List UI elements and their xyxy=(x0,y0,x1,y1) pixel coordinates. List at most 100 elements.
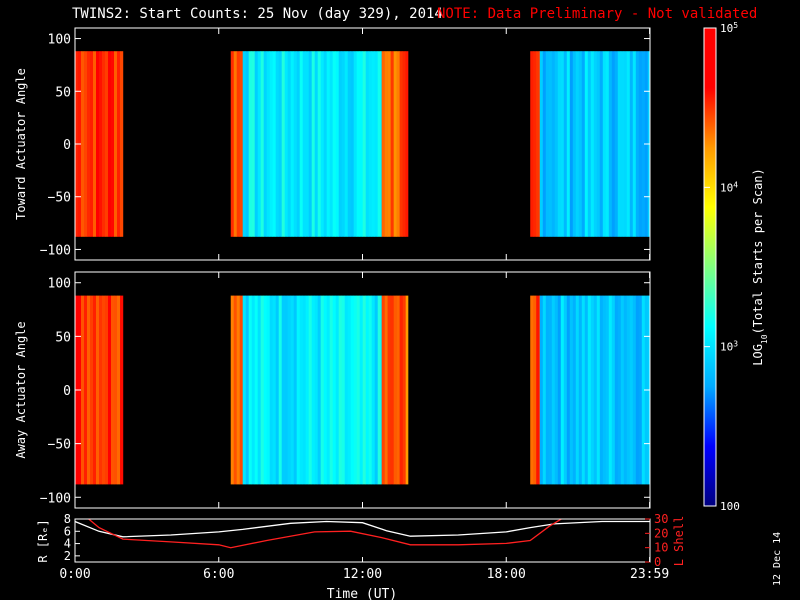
heatmap-column xyxy=(90,51,94,237)
heatmap-column xyxy=(533,295,537,485)
heatmap-column xyxy=(623,51,628,237)
heatmap-column xyxy=(299,295,304,485)
heatmap-column xyxy=(539,51,541,237)
heatmap-column xyxy=(341,295,346,485)
heatmap-column xyxy=(108,51,112,237)
heatmap-column xyxy=(623,295,628,485)
heatmap-column xyxy=(371,51,376,237)
heatmap-column xyxy=(248,51,253,237)
heatmap-column xyxy=(347,51,352,237)
heatmap-column xyxy=(254,295,259,485)
heatmap-column xyxy=(236,51,241,237)
heatmap-column xyxy=(335,295,340,485)
heatmap-column xyxy=(396,51,400,237)
heatmap-column xyxy=(272,295,277,485)
heatmap-column xyxy=(393,51,397,237)
heatmap-column xyxy=(626,51,631,237)
heatmap-column xyxy=(374,51,379,237)
heatmap-column xyxy=(405,51,409,237)
heatmap-column xyxy=(93,295,97,485)
heatmap-column xyxy=(587,51,592,237)
heatmap-column xyxy=(380,295,382,485)
x-tick-label: 23:59 xyxy=(630,567,669,582)
heatmap-column xyxy=(596,295,601,485)
heatmap-column xyxy=(338,51,343,237)
heatmap-column xyxy=(290,295,295,485)
orbit-y-tick-label: 8 xyxy=(64,512,71,526)
heatmap-column xyxy=(402,295,406,485)
orbit-ylabel: R [Rₑ] xyxy=(36,519,50,562)
preliminary-note: NOTE: Data Preliminary - Not validated xyxy=(437,6,758,22)
heatmap-column xyxy=(536,51,540,237)
heatmap-column xyxy=(296,51,301,237)
heatmap-column xyxy=(278,51,283,237)
heatmap-column xyxy=(557,51,562,237)
colorbar-gradient xyxy=(704,28,716,506)
heatmap-column xyxy=(593,295,598,485)
heatmap-column xyxy=(108,295,112,485)
heatmap-column xyxy=(356,51,361,237)
heatmap-column xyxy=(533,51,537,237)
toward-ylabel: Toward Actuator Angle xyxy=(14,68,28,220)
heatmap-column xyxy=(593,51,598,237)
heatmap-column xyxy=(99,51,103,237)
heatmap-column xyxy=(602,295,607,485)
heatmap-column xyxy=(548,295,553,485)
heatmap-column xyxy=(359,51,364,237)
heatmap-column xyxy=(102,51,106,237)
heatmap-column xyxy=(368,295,373,485)
heatmap-column xyxy=(387,295,391,485)
heatmap-column xyxy=(347,295,352,485)
heatmap-column xyxy=(551,295,556,485)
heatmap-column xyxy=(560,51,565,237)
y-tick-label: 100 xyxy=(48,33,71,48)
heatmap-column xyxy=(281,295,286,485)
heatmap-column xyxy=(105,295,109,485)
heatmap-column xyxy=(387,51,391,237)
heatmap-column xyxy=(563,51,568,237)
heatmap-column xyxy=(248,295,253,485)
heatmap-column xyxy=(399,295,403,485)
heatmap-column xyxy=(242,51,247,237)
orbit-y-tick-label: 6 xyxy=(64,524,71,538)
heatmap-column xyxy=(602,51,607,237)
heatmap-column xyxy=(251,295,256,485)
heatmap-column xyxy=(287,51,292,237)
heatmap-column xyxy=(569,295,574,485)
heatmap-column xyxy=(362,51,367,237)
heatmap-column xyxy=(245,295,250,485)
heatmap-column xyxy=(84,295,88,485)
heatmap-column xyxy=(257,51,262,237)
heatmap-column xyxy=(575,295,580,485)
heatmap-column xyxy=(629,51,634,237)
heatmap-column xyxy=(272,51,277,237)
heatmap-column xyxy=(581,295,586,485)
x-tick-label: 12:00 xyxy=(343,567,382,582)
heatmap-column xyxy=(338,295,343,485)
y-tick-label: 0 xyxy=(63,384,71,399)
heatmap-column xyxy=(402,51,406,237)
orbit-lines xyxy=(75,519,650,549)
away-panel: −100 −50 0 50 100 Away Actuator Angle xyxy=(14,271,651,509)
colorbar-tick-label: 103 xyxy=(720,339,738,354)
heatmap-column xyxy=(626,295,631,485)
heatmap-column xyxy=(353,295,358,485)
heatmap-column xyxy=(560,295,565,485)
y-tick-label: −100 xyxy=(40,491,71,506)
heatmap-column xyxy=(81,295,85,485)
heatmap-column xyxy=(284,295,289,485)
heatmap-column xyxy=(93,51,97,237)
heatmap-column xyxy=(344,51,349,237)
heatmap-column xyxy=(323,295,328,485)
heatmap-column xyxy=(287,295,292,485)
heatmap-column xyxy=(605,295,610,485)
heatmap-column xyxy=(390,295,394,485)
heatmap-column xyxy=(293,295,298,485)
toward-heatmap xyxy=(75,28,651,260)
colorbar-ticks: 100 103 104 105 xyxy=(704,21,740,513)
heatmap-column xyxy=(284,51,289,237)
heatmap-column xyxy=(350,51,355,237)
heatmap-column xyxy=(317,295,322,485)
heatmap-column xyxy=(323,51,328,237)
